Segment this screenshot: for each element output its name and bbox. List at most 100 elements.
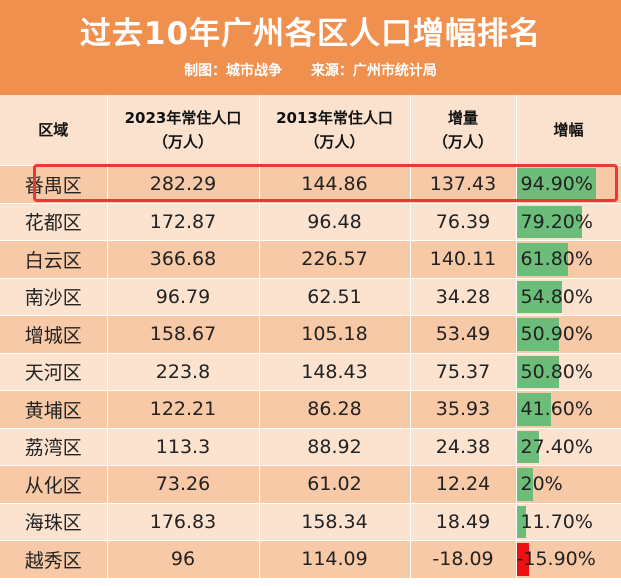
cell-pop2013: 158.34: [259, 503, 411, 541]
growth-value: 20%: [520, 473, 563, 496]
growth-bar: [516, 355, 559, 388]
growth-value: 94.90%: [520, 173, 593, 196]
growth-bar: [516, 468, 534, 501]
growth-value: 27.40%: [520, 435, 593, 458]
growth-value: 11.70%: [520, 510, 593, 533]
cell-pop2013: 62.51: [259, 278, 411, 316]
table-row: 荔湾区 113.3 88.92 24.38 27.40%: [0, 428, 621, 466]
cell-increase: 137.43: [410, 165, 517, 204]
cell-increase: 12.24: [410, 465, 517, 504]
cell-pop2013: 226.57: [259, 240, 411, 279]
cell-increase: 75.37: [410, 353, 517, 391]
cell-pop2023: 158.67: [107, 315, 260, 354]
cell-pop2013: 86.28: [259, 390, 411, 429]
cell-district: 花都区: [0, 203, 108, 241]
cell-pop2013: 96.48: [259, 203, 411, 241]
cell-pop2023: 366.68: [107, 240, 260, 279]
cell-growth: -15.90%: [515, 540, 621, 579]
credit-source: 来源：广州市统计局: [310, 63, 437, 79]
growth-bar: [516, 205, 583, 238]
cell-increase: 34.28: [410, 278, 517, 316]
cell-pop2023: 122.21: [107, 390, 260, 429]
growth-bar: [516, 243, 568, 276]
credit-map: 制图：城市战争: [184, 63, 283, 79]
cell-pop2023: 73.26: [107, 465, 260, 504]
cell-district: 海珠区: [0, 503, 108, 541]
header-pop2023: 2023年常住人口 （万人）: [107, 95, 260, 166]
table-row: 天河区 223.8 148.43 75.37 50.80%: [0, 353, 621, 391]
cell-pop2013: 144.86: [259, 165, 411, 204]
growth-value: 50.90%: [520, 323, 593, 346]
population-table: 区域 2023年常住人口 （万人） 2013年常住人口 （万人） 增量 （万人）…: [0, 95, 621, 579]
cell-growth: 79.20%: [515, 203, 621, 241]
table-row: 花都区 172.87 96.48 76.39 79.20%: [0, 203, 621, 241]
cell-district: 增城区: [0, 315, 108, 354]
cell-growth: 50.80%: [515, 353, 621, 391]
growth-value: 79.20%: [520, 210, 593, 233]
table-row: 从化区 73.26 61.02 12.24 20%: [0, 465, 621, 504]
growth-bar: [516, 393, 552, 426]
cell-increase: 76.39: [410, 203, 517, 241]
table-row: 越秀区 96 114.09 -18.09 -15.90%: [0, 540, 621, 579]
cell-district: 南沙区: [0, 278, 108, 316]
cell-increase: 53.49: [410, 315, 517, 354]
cell-growth: 54.80%: [515, 278, 621, 316]
cell-pop2023: 282.29: [107, 165, 260, 204]
growth-value: 41.60%: [520, 398, 593, 421]
cell-increase: 18.49: [410, 503, 517, 541]
growth-bar: [516, 543, 529, 576]
cell-pop2013: 148.43: [259, 353, 411, 391]
cell-pop2013: 105.18: [259, 315, 411, 354]
cell-district: 天河区: [0, 353, 108, 391]
cell-increase: 35.93: [410, 390, 517, 429]
cell-district: 黄埔区: [0, 390, 108, 429]
growth-bar: [516, 318, 559, 351]
header-pop2013: 2013年常住人口 （万人）: [259, 95, 411, 166]
cell-pop2023: 113.3: [107, 428, 260, 466]
cell-district: 荔湾区: [0, 428, 108, 466]
growth-value: 50.80%: [520, 360, 593, 383]
cell-increase: 140.11: [410, 240, 517, 279]
cell-increase: -18.09: [410, 540, 517, 579]
cell-growth: 61.80%: [515, 240, 621, 279]
cell-pop2023: 223.8: [107, 353, 260, 391]
cell-pop2023: 96.79: [107, 278, 260, 316]
table-row: 白云区 366.68 226.57 140.11 61.80%: [0, 240, 621, 279]
cell-pop2013: 61.02: [259, 465, 411, 504]
table-row: 番禺区 282.29 144.86 137.43 94.90%: [0, 165, 621, 204]
cell-district: 白云区: [0, 240, 108, 279]
cell-district: 越秀区: [0, 540, 108, 579]
cell-growth: 50.90%: [515, 315, 621, 354]
table-row: 海珠区 176.83 158.34 18.49 11.70%: [0, 503, 621, 541]
cell-pop2023: 96: [107, 540, 260, 579]
table-row: 南沙区 96.79 62.51 34.28 54.80%: [0, 278, 621, 316]
cell-increase: 24.38: [410, 428, 517, 466]
header-increase: 增量 （万人）: [410, 95, 517, 166]
cell-pop2023: 172.87: [107, 203, 260, 241]
cell-pop2013: 88.92: [259, 428, 411, 466]
title-banner: 过去10年广州各区人口增幅排名 制图：城市战争 来源：广州市统计局: [0, 0, 621, 95]
table-header-row: 区域 2023年常住人口 （万人） 2013年常住人口 （万人） 增量 （万人）…: [0, 95, 621, 166]
cell-growth: 20%: [515, 465, 621, 504]
table-row: 黄埔区 122.21 86.28 35.93 41.60%: [0, 390, 621, 429]
growth-bar: [516, 168, 596, 201]
header-growth: 增幅: [516, 95, 621, 166]
table-row: 增城区 158.67 105.18 53.49 50.90%: [0, 315, 621, 354]
cell-pop2023: 176.83: [107, 503, 260, 541]
growth-value: -15.90%: [516, 548, 596, 571]
growth-value: 54.80%: [520, 285, 593, 308]
page-title: 过去10年广州各区人口增幅排名: [79, 16, 542, 52]
subtitle: 制图：城市战争 来源：广州市统计局: [0, 60, 621, 80]
cell-district: 番禺区: [0, 165, 108, 204]
growth-bar: [516, 505, 527, 538]
header-district: 区域: [0, 95, 108, 166]
cell-growth: 27.40%: [515, 428, 621, 466]
cell-pop2013: 114.09: [259, 540, 411, 579]
growth-bar: [516, 280, 563, 313]
growth-bar: [516, 430, 540, 463]
growth-value: 61.80%: [520, 248, 593, 271]
cell-growth: 11.70%: [515, 503, 621, 541]
cell-growth: 94.90%: [515, 165, 621, 204]
cell-growth: 41.60%: [515, 390, 621, 429]
